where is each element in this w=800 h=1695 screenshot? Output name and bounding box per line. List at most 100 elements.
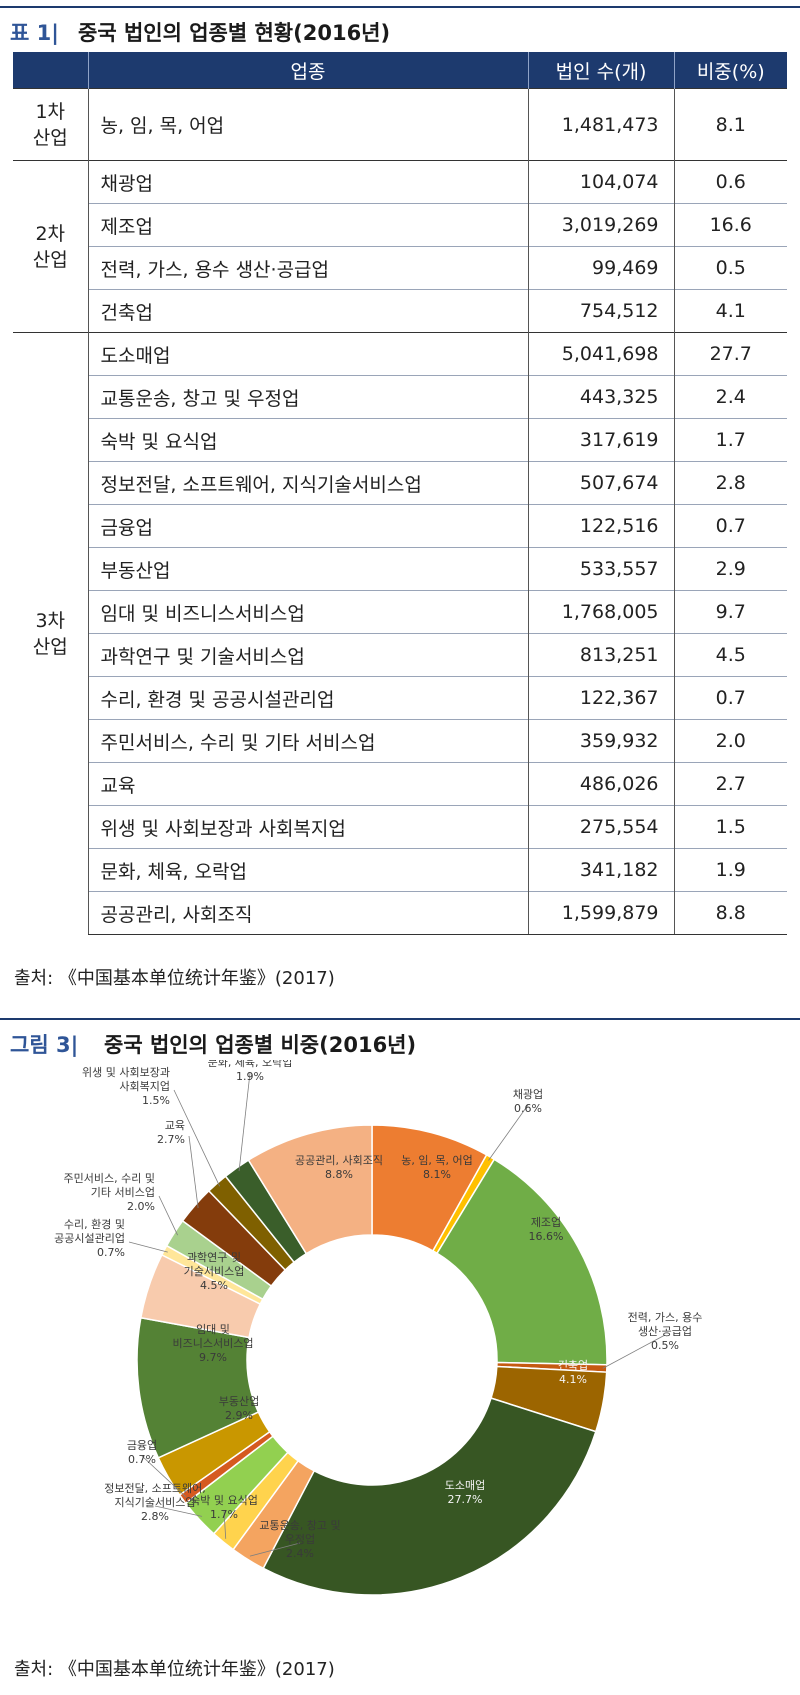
count-cell: 443,325 [527, 375, 674, 419]
slice-label: 임대 및 비즈니스서비스업 9.7% [173, 1323, 254, 1364]
figure-caption: 그림 3| 중국 법인의 업종별 비중(2016년) [0, 1018, 800, 1058]
industry-cell: 정보전달, 소프트웨어, 지식기술서비스업 [87, 461, 528, 505]
table-row: 제조업 3,019,269 16.6 [13, 203, 787, 247]
table-row: 건축업 754,512 4.1 [13, 289, 787, 333]
share-cell: 2.4 [673, 375, 787, 419]
slice-label: 제조업 16.6% [529, 1216, 564, 1243]
count-cell: 486,026 [527, 762, 674, 806]
count-cell: 122,516 [527, 504, 674, 548]
share-cell: 27.7 [673, 332, 787, 376]
leader-line [249, 1542, 301, 1557]
slice-label: 수리, 환경 및 공공시설관리업 0.7% [54, 1218, 125, 1259]
slice-label: 금융업 0.7% [127, 1439, 157, 1466]
count-cell: 341,182 [527, 848, 674, 892]
industry-cell: 건축업 [87, 289, 528, 333]
slice-label: 교통운송, 창고 및 우정업 2.4% [259, 1519, 340, 1560]
industry-cell: 부동산업 [87, 547, 528, 591]
figure-caption-label: 그림 3| [10, 1033, 79, 1057]
slice-label: 농, 임, 목, 어업 8.1% [401, 1154, 473, 1181]
industry-cell: 교통운송, 창고 및 우정업 [87, 375, 528, 419]
count-cell: 275,554 [527, 805, 674, 849]
slice-label: 도소매업 27.7% [445, 1479, 485, 1506]
header-industry: 업종 [87, 52, 528, 89]
table-row: 과학연구 및 기술서비스업 813,251 4.5 [13, 633, 787, 677]
share-cell: 4.1 [673, 289, 787, 333]
slice-label: 문화, 체육, 오락업 1.9% [208, 1060, 293, 1083]
donut-slice [436, 1158, 608, 1366]
share-cell: 16.6 [673, 203, 787, 247]
slice-label: 주민서비스, 수리 및 기타 서비스업 2.0% [64, 1172, 155, 1213]
donut-chart: 농, 임, 목, 어업 8.1% 채광업 0.6% 제조업 16.6% 전력, 가스, 용수… [54, 1060, 702, 1596]
industry-cell: 농, 임, 목, 어업 [87, 88, 528, 161]
leader-line [238, 1072, 251, 1172]
table-caption: 표 1| 중국 법인의 업종별 현황(2016년) [0, 6, 800, 46]
share-cell: 4.5 [673, 633, 787, 677]
share-cell: 9.7 [673, 590, 787, 634]
count-cell: 1,768,005 [527, 590, 674, 634]
count-cell: 99,469 [527, 246, 674, 290]
sector-group-cell: 2차 산업 [13, 160, 88, 333]
table-caption-label: 표 1| [10, 21, 59, 45]
slice-label: 숙박 및 요식업 1.7% [190, 1494, 258, 1521]
table-row: 3차 산업 도소매업 5,041,698 27.7 [13, 332, 787, 935]
industry-cell: 공공관리, 사회조직 [87, 891, 528, 935]
table-row: 2차 산업 채광업 104,074 0.6 [13, 160, 787, 333]
share-cell: 8.8 [673, 891, 787, 935]
industry-table: 업종 법인 수(개) 비중(%) 1차 산업 농, 임, 목, 어업 1,481,47… [13, 52, 787, 935]
table-caption-title: 중국 법인의 업종별 현황(2016년) [78, 21, 391, 45]
slice-label: 교육 2.7% [157, 1119, 185, 1146]
figure-caption-title: 중국 법인의 업종별 비중(2016년) [104, 1033, 417, 1057]
leader-line [128, 1241, 168, 1253]
share-cell: 0.6 [673, 160, 787, 204]
donut-slice [247, 1124, 373, 1255]
industry-cell: 수리, 환경 및 공공시설관리업 [87, 676, 528, 720]
industry-cell: 채광업 [87, 160, 528, 204]
table-body: 1차 산업 농, 임, 목, 어업 1,481,473 8.1 2차 산업 채광업 104,07… [13, 88, 787, 935]
sector-group-cell: 3차 산업 [13, 332, 88, 935]
header-share: 비중(%) [673, 52, 787, 89]
industry-cell: 문화, 체육, 오락업 [87, 848, 528, 892]
table-header-row: 업종 법인 수(개) 비중(%) [13, 52, 787, 89]
slice-label: 건축업 4.1% [558, 1359, 588, 1386]
table-row: 교통운송, 창고 및 우정업 443,325 2.4 [13, 375, 787, 419]
slice-label: 채광업 0.6% [513, 1088, 543, 1115]
industry-cell: 주민서비스, 수리 및 기타 서비스업 [87, 719, 528, 763]
count-cell: 122,367 [527, 676, 674, 720]
table-row: 전력, 가스, 용수 생산·공급업 99,469 0.5 [13, 246, 787, 290]
figure-source: 출처: 《中国基本单位统计年鉴》(2017) [14, 1659, 335, 1680]
count-cell: 754,512 [527, 289, 674, 333]
table-row: 위생 및 사회보장과 사회복지업 275,554 1.5 [13, 805, 787, 849]
industry-cell: 전력, 가스, 용수 생산·공급업 [87, 246, 528, 290]
share-cell: 1.7 [673, 418, 787, 462]
share-cell: 2.8 [673, 461, 787, 505]
share-cell: 1.5 [673, 805, 787, 849]
count-cell: 3,019,269 [527, 203, 674, 247]
header-blank [13, 52, 88, 89]
share-cell: 1.9 [673, 848, 787, 892]
count-cell: 1,599,879 [527, 891, 674, 935]
table-row: 금융업 122,516 0.7 [13, 504, 787, 548]
industry-cell: 숙박 및 요식업 [87, 418, 528, 462]
table-row: 1차 산업 농, 임, 목, 어업 1,481,473 8.1 [13, 88, 787, 161]
industry-cell: 금융업 [87, 504, 528, 548]
count-cell: 104,074 [527, 160, 674, 204]
sector-group-cell: 1차 산업 [13, 88, 88, 161]
industry-cell: 제조업 [87, 203, 528, 247]
leader-line [602, 1334, 666, 1369]
leader-line [141, 1455, 187, 1498]
leader-line [173, 1089, 221, 1187]
table-row: 숙박 및 요식업 317,619 1.7 [13, 418, 787, 462]
share-cell: 2.7 [673, 762, 787, 806]
table-row: 수리, 환경 및 공공시설관리업 122,367 0.7 [13, 676, 787, 720]
slice-label: 과학연구 및 기술서비스업 4.5% [184, 1251, 245, 1292]
slice-label: 부동산업 2.9% [219, 1395, 259, 1422]
share-cell: 2.0 [673, 719, 787, 763]
table-row: 문화, 체육, 오락업 341,182 1.9 [13, 848, 787, 892]
table-row: 부동산업 533,557 2.9 [13, 547, 787, 591]
count-cell: 5,041,698 [527, 332, 674, 376]
table-row: 주민서비스, 수리 및 기타 서비스업 359,932 2.0 [13, 719, 787, 763]
share-cell: 8.1 [673, 88, 787, 161]
industry-cell: 도소매업 [87, 332, 528, 376]
industry-cell: 과학연구 및 기술서비스업 [87, 633, 528, 677]
leader-line [188, 1135, 199, 1208]
